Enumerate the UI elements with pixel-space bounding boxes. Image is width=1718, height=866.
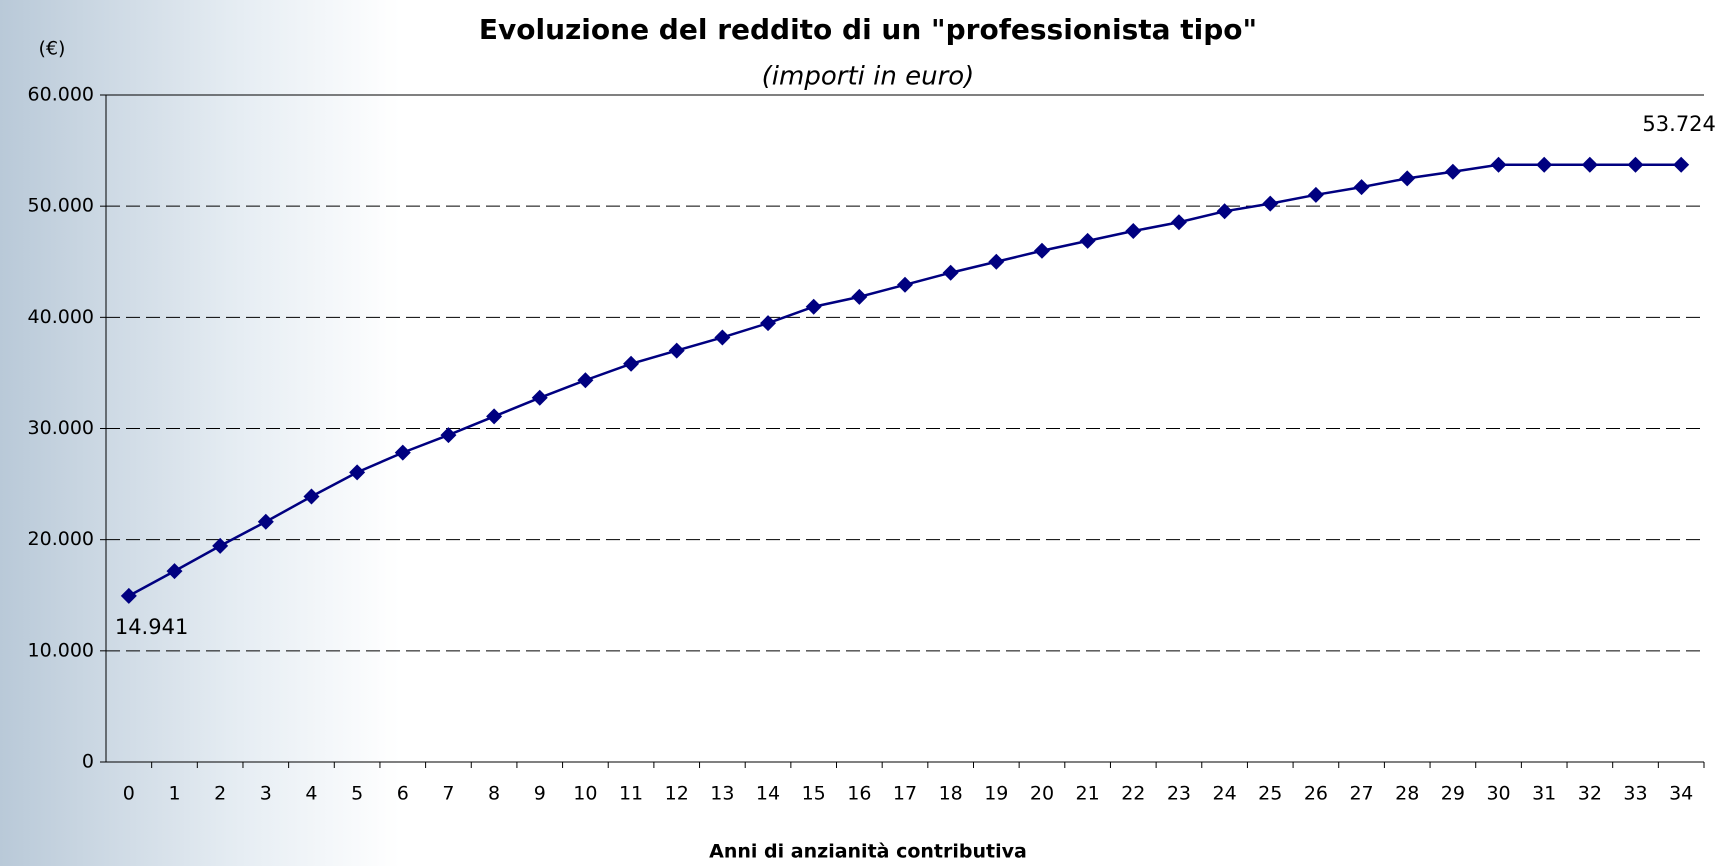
y-unit-label: (€) [39, 38, 66, 60]
data-point [120, 587, 137, 604]
y-tick-label: 50.000 [28, 195, 94, 217]
data-point [1673, 156, 1690, 173]
data-point [349, 464, 366, 481]
x-tick-label: 8 [488, 783, 500, 805]
x-tick-label: 15 [802, 783, 826, 805]
x-tick-label: 27 [1349, 783, 1373, 805]
x-tick-label: 32 [1578, 783, 1602, 805]
x-tick-label: 16 [847, 783, 871, 805]
data-point [1170, 214, 1187, 231]
x-tick-label: 6 [397, 783, 409, 805]
x-tick-label: 14 [756, 783, 780, 805]
data-point [1079, 232, 1096, 249]
x-tick-label: 7 [442, 783, 454, 805]
x-tick-label: 30 [1486, 783, 1510, 805]
data-point [1444, 163, 1461, 180]
x-tick-label: 23 [1167, 783, 1191, 805]
x-tick-label: 1 [168, 783, 180, 805]
data-point [668, 342, 685, 359]
data-point [988, 253, 1005, 270]
x-tick-label: 3 [260, 783, 272, 805]
x-tick-label: 28 [1395, 783, 1419, 805]
data-point [942, 264, 959, 281]
y-tick-label: 30.000 [28, 417, 94, 439]
data-point [1399, 170, 1416, 187]
x-tick-label: 31 [1532, 783, 1556, 805]
data-point [394, 444, 411, 461]
data-point [1033, 242, 1050, 259]
x-tick-label: 29 [1441, 783, 1465, 805]
data-point [1627, 156, 1644, 173]
background-decoration [0, 0, 400, 866]
data-point [1125, 223, 1142, 240]
x-tick-label: 12 [665, 783, 689, 805]
data-point [531, 389, 548, 406]
chart-subtitle: (importi in euro) [762, 62, 975, 92]
data-point [851, 288, 868, 305]
x-tick-label: 13 [710, 783, 734, 805]
y-tick-label: 0 [82, 751, 94, 773]
chart-title: Evoluzione del reddito di un "profession… [479, 13, 1257, 46]
data-point [1536, 156, 1553, 173]
data-point [257, 513, 274, 530]
data-point [714, 329, 731, 346]
data-point [486, 408, 503, 425]
y-tick-label: 10.000 [28, 639, 94, 661]
x-axis-title: Anni di anzianità contributiva [709, 841, 1027, 863]
data-point [805, 298, 822, 315]
x-tick-label: 24 [1213, 783, 1237, 805]
x-tick-label: 2 [214, 783, 226, 805]
data-point [577, 372, 594, 389]
data-point [760, 315, 777, 332]
data-point [897, 276, 913, 293]
data-point [303, 488, 320, 505]
x-tick-label: 9 [534, 783, 546, 805]
y-tick-label: 60.000 [28, 84, 94, 106]
value-label: 14.941 [115, 615, 188, 639]
x-tick-label: 18 [939, 783, 963, 805]
x-tick-label: 19 [984, 783, 1008, 805]
x-tick-label: 4 [305, 783, 317, 805]
value-label: 53.724 [1642, 112, 1715, 136]
y-tick-label: 20.000 [28, 528, 94, 550]
x-tick-label: 34 [1669, 783, 1693, 805]
x-tick-label: 33 [1623, 783, 1647, 805]
x-tick-label: 0 [123, 783, 135, 805]
y-tick-label: 40.000 [28, 306, 94, 328]
data-point [1490, 156, 1507, 173]
data-point [212, 537, 229, 554]
x-tick-label: 17 [893, 783, 917, 805]
data-point [1307, 186, 1324, 203]
x-tick-label: 26 [1304, 783, 1328, 805]
x-tick-label: 11 [619, 783, 643, 805]
x-tick-label: 22 [1121, 783, 1145, 805]
data-point [1353, 179, 1370, 196]
x-tick-label: 20 [1030, 783, 1054, 805]
data-point [1262, 195, 1279, 212]
data-point [440, 427, 457, 444]
data-point [1581, 156, 1598, 173]
data-point [623, 355, 640, 372]
x-tick-label: 21 [1076, 783, 1100, 805]
data-point [1216, 203, 1233, 220]
x-tick-label: 25 [1258, 783, 1282, 805]
x-tick-label: 10 [573, 783, 597, 805]
x-tick-label: 5 [351, 783, 363, 805]
data-point [166, 563, 183, 580]
